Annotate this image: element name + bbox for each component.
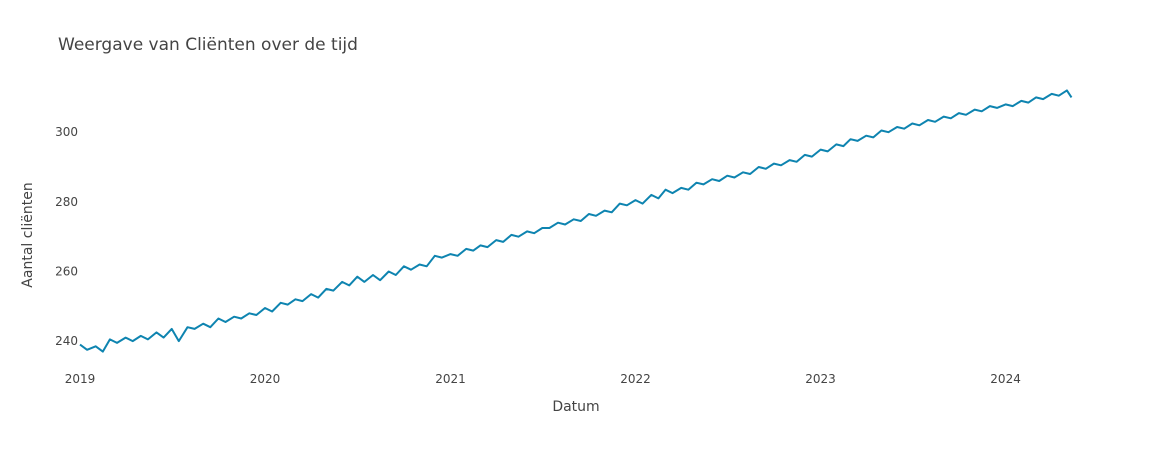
y-tick-label: 280 (55, 195, 78, 209)
x-tick-label: 2022 (620, 372, 651, 386)
x-axis-title: Datum (552, 399, 599, 415)
y-tick-label: 260 (55, 264, 78, 278)
x-tick-label: 2020 (250, 372, 281, 386)
x-tick-label: 2023 (805, 372, 836, 386)
y-tick-label: 300 (55, 125, 78, 139)
y-axis-title: Aantal cliënten (20, 182, 36, 287)
x-tick-label: 2024 (990, 372, 1021, 386)
series-line (79, 89, 1073, 353)
x-axis-ticks: 2019 2020 2021 2022 2023 2024 (65, 372, 1021, 386)
x-tick-label: 2019 (65, 372, 96, 386)
y-axis-ticks: 240 260 280 300 (55, 125, 78, 348)
y-tick-label: 240 (55, 334, 78, 348)
x-tick-label: 2021 (435, 372, 466, 386)
chart-title: Weergave van Cliënten over de tijd (58, 35, 358, 55)
